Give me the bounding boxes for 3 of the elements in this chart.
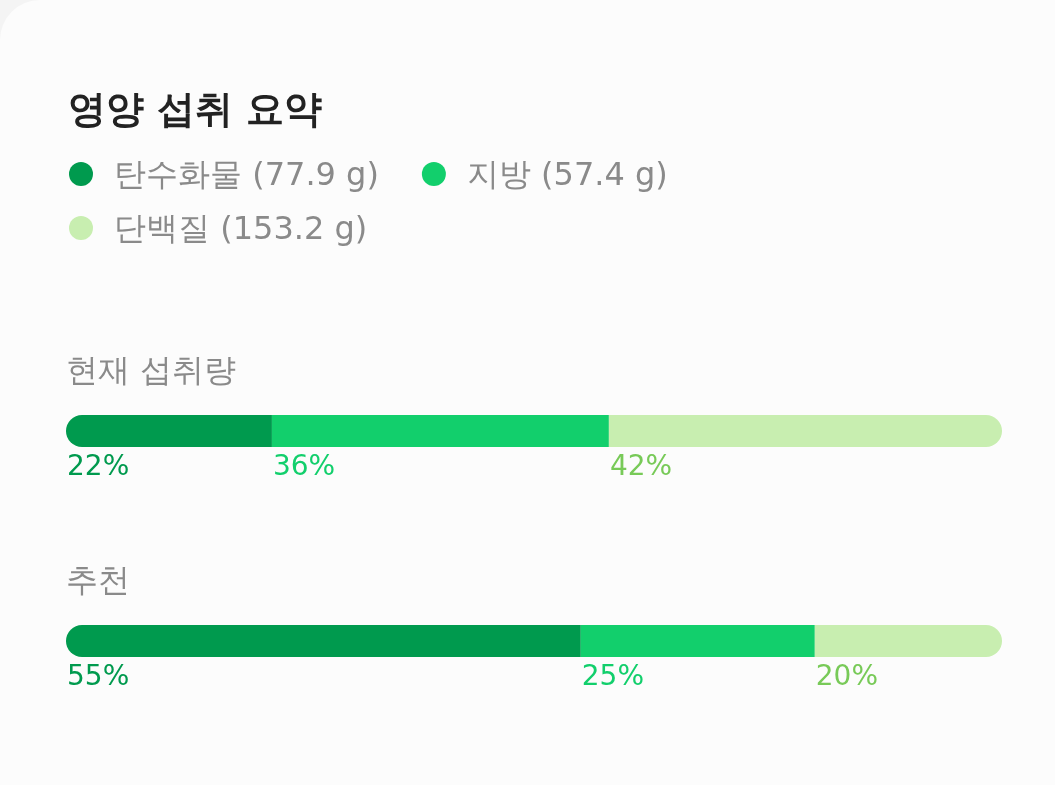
legend-label: 지방 (57.4 g) — [466, 155, 668, 193]
title: 영양 섭취 요약 — [68, 87, 323, 131]
legend-label: 단백질 (153.2 g) — [114, 209, 368, 247]
